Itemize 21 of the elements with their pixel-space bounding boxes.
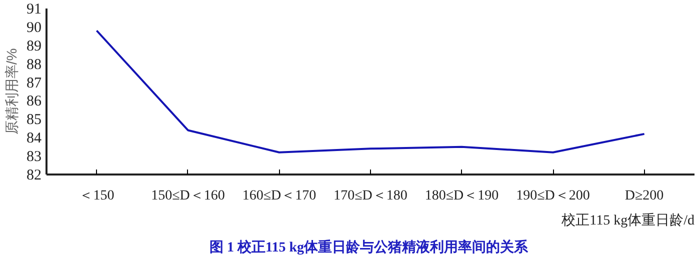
y-tick-label: 89 xyxy=(26,38,42,54)
text: 图 1 校正115 kg体重日龄与公猪精液利用率间的关系 xyxy=(209,238,530,256)
x-tick-label: ＜150 xyxy=(79,188,114,204)
y-tick-label: 90 xyxy=(26,20,42,36)
y-tick-label: 84 xyxy=(26,130,42,147)
x-tick-label: 160≤D＜170 xyxy=(242,188,316,204)
x-tick-label: 170≤D＜180 xyxy=(334,188,408,204)
y-tick-label: 82 xyxy=(26,168,42,184)
x-tick-label: 190≤D＜200 xyxy=(516,188,590,204)
y-tick-label: 88 xyxy=(26,56,42,73)
line-series xyxy=(96,30,646,154)
x-axis-title: 校正115 kg体重日龄/d xyxy=(560,212,695,228)
x-tick-label: 180≤D＜190 xyxy=(424,188,499,204)
x-tick-label: 150≤D＜160 xyxy=(151,188,225,204)
x-tick-label: D≥200 xyxy=(624,188,664,204)
y-tick-label: 86 xyxy=(26,94,42,110)
y-tick-label: 87 xyxy=(26,75,42,92)
y-tick-label: 91 xyxy=(26,2,42,18)
y-tick-label: 83 xyxy=(26,149,42,166)
y-axis-title: 原精利用率/% xyxy=(4,48,20,135)
y-tick-label: 85 xyxy=(26,112,42,128)
